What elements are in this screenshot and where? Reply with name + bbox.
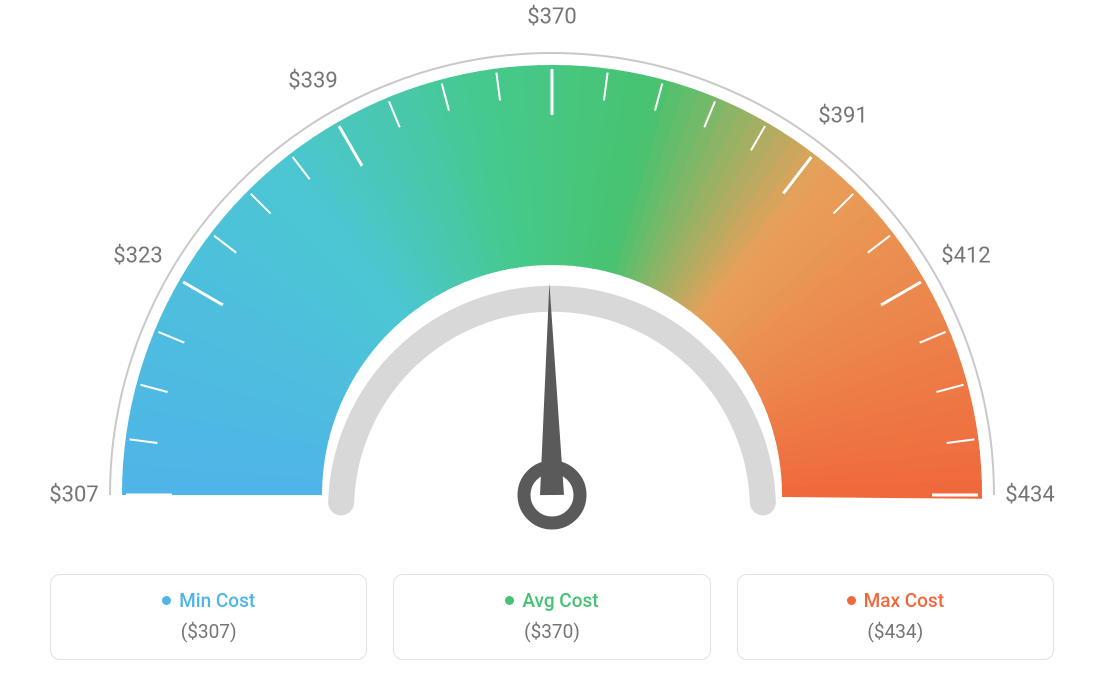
legend-dot-icon — [162, 596, 171, 605]
gauge-tick-label: $391 — [818, 103, 867, 128]
legend-label: Min Cost — [179, 589, 255, 612]
gauge-svg — [0, 20, 1104, 580]
legend-label: Max Cost — [864, 589, 944, 612]
legend-title: Avg Cost — [505, 589, 598, 612]
legend-label: Avg Cost — [522, 589, 598, 612]
legend-value: ($370) — [404, 620, 699, 643]
legend-dot-icon — [847, 596, 856, 605]
gauge-tick-label: $339 — [288, 69, 337, 94]
legend-value: ($434) — [748, 620, 1043, 643]
legend-card: Min Cost ($307) — [50, 574, 367, 660]
gauge-tick-label: $434 — [1005, 483, 1054, 508]
gauge-chart: $307 $323 $339 $370 $391 $412 $434 — [0, 0, 1104, 560]
legend-title: Max Cost — [847, 589, 944, 612]
legend-dot-icon — [505, 596, 514, 605]
gauge-tick-label: $370 — [527, 5, 576, 30]
gauge-tick-label: $307 — [49, 483, 98, 508]
legend-title: Min Cost — [162, 589, 255, 612]
legend-card: Max Cost ($434) — [737, 574, 1054, 660]
legend-card: Avg Cost ($370) — [393, 574, 710, 660]
legend-row: Min Cost ($307) Avg Cost ($370) Max Cost ($43… — [0, 574, 1104, 660]
gauge-tick-label: $323 — [113, 244, 162, 269]
legend-value: ($307) — [61, 620, 356, 643]
gauge-tick-label: $412 — [941, 244, 990, 269]
